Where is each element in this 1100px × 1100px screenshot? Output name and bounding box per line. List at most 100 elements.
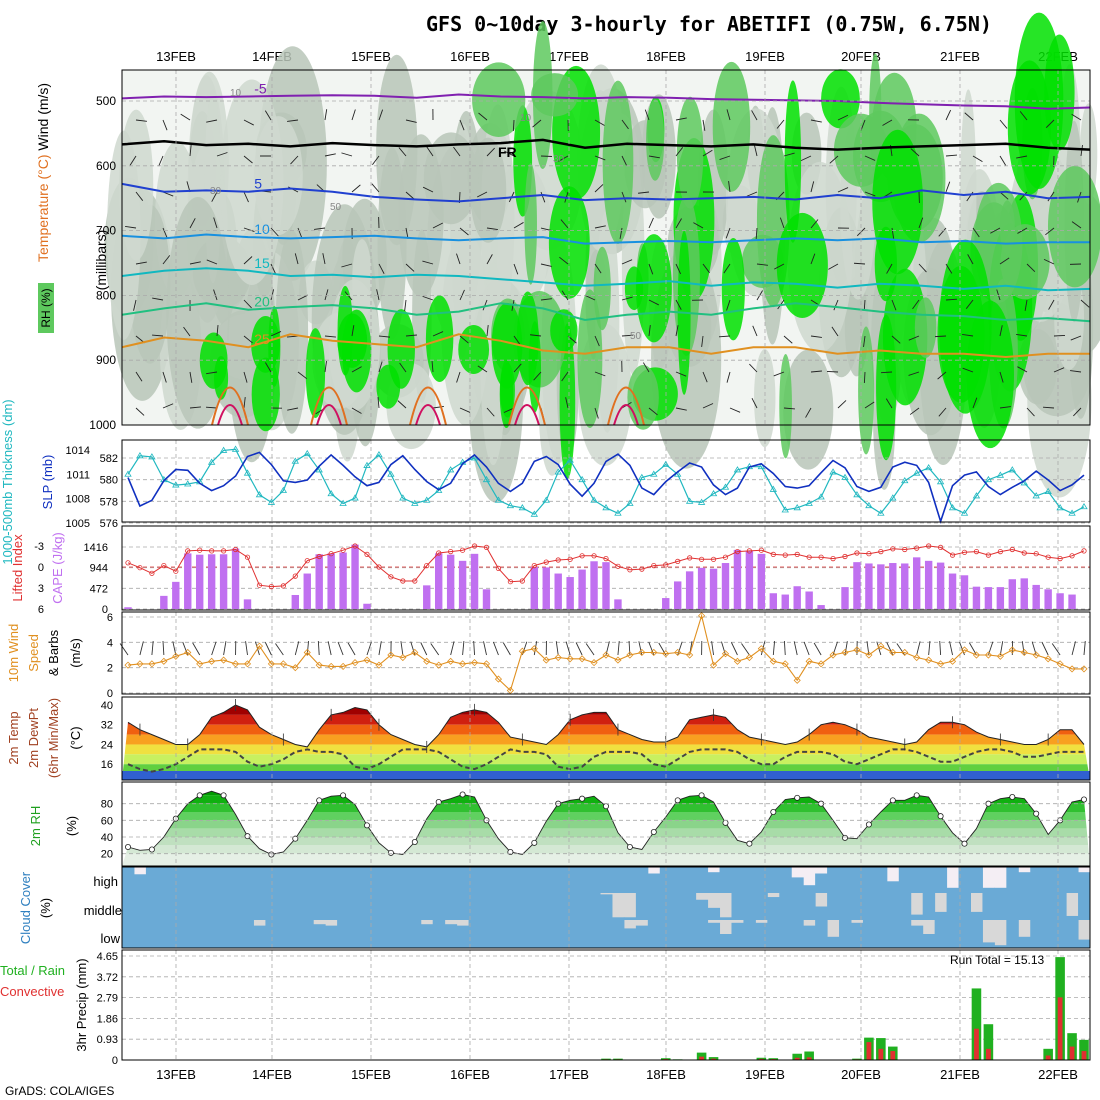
precip-convective-bar <box>986 1048 991 1060</box>
thickness-marker <box>363 461 371 468</box>
wind10-barb <box>430 643 440 656</box>
wind10-barb <box>575 642 583 656</box>
cloud-bar-low <box>623 928 637 948</box>
cloud-bar-middle <box>683 893 697 920</box>
li-ytick-6: 6 <box>38 604 44 616</box>
wind-barb <box>189 261 201 265</box>
cloud-bar-low <box>181 920 195 948</box>
wind10-marker <box>709 661 718 669</box>
wind10-marker <box>817 660 825 668</box>
li-marker <box>328 551 334 557</box>
cloud-bar-high <box>420 867 434 893</box>
cloud-bar-high <box>743 867 756 893</box>
wind-barb <box>746 191 758 197</box>
thickness-marker <box>267 498 276 505</box>
wind-barb <box>675 147 684 157</box>
cape-bar <box>172 581 180 609</box>
cloud-bar-low <box>671 920 685 948</box>
wind-barb <box>216 325 219 337</box>
wind10-barb <box>760 641 766 656</box>
cloud-bar-middle <box>874 893 888 920</box>
cloud-bar-low <box>552 920 565 948</box>
cloud-bar-low <box>683 920 697 948</box>
wind-barb <box>756 263 768 266</box>
rh2m-marker <box>459 791 466 798</box>
rh2m-marker <box>842 834 849 841</box>
wind-barb <box>243 191 249 203</box>
cape-bar <box>793 586 801 609</box>
cloud-bar-middle <box>994 893 1007 920</box>
wind-barb <box>837 187 849 193</box>
wind-barb <box>243 299 252 309</box>
cloud-bar-low <box>325 925 338 948</box>
cloud-bar-low <box>922 934 936 948</box>
li-marker <box>1081 548 1087 554</box>
thickness-marker <box>817 493 825 500</box>
li-marker <box>519 578 525 584</box>
cape-bar <box>231 548 240 609</box>
temp-ytick-32: 32 <box>101 720 113 732</box>
cloud-bar-low <box>803 925 816 948</box>
wind-barb <box>456 371 461 383</box>
wind10-barb <box>658 642 667 656</box>
cloud-bar-low <box>755 922 768 948</box>
wind10-barb <box>172 641 177 656</box>
thickness-marker <box>207 458 216 465</box>
wind10-barb <box>1071 641 1076 656</box>
wind10-marker <box>853 646 861 654</box>
cloud-bar-low <box>1066 920 1079 948</box>
wind10-marker <box>889 648 897 657</box>
rh-band-fill <box>122 791 1090 796</box>
precip-total-bar <box>1043 1048 1053 1060</box>
li-marker <box>1057 555 1063 562</box>
cape-bar <box>458 560 467 609</box>
slp-ytick-1008: 1008 <box>66 494 90 506</box>
wind-barb <box>751 110 758 121</box>
wind-barb <box>1042 406 1055 409</box>
cape-ytick-1416: 1416 <box>84 542 108 554</box>
thickness-marker <box>1044 487 1052 494</box>
cloud-bar-middle <box>516 893 529 920</box>
cloud-bar-low <box>647 920 661 948</box>
cloud-bar-middle <box>803 893 816 920</box>
li-marker <box>890 546 896 552</box>
thickness-marker <box>626 499 634 506</box>
cloud-bar-middle <box>767 897 780 920</box>
wind-barb <box>486 325 489 337</box>
cloud-bar-high <box>181 867 195 893</box>
wind-barb <box>378 335 390 338</box>
wind-barb <box>486 407 495 417</box>
cloud-bar-high <box>169 867 183 893</box>
li-marker <box>842 553 848 560</box>
cape-bar <box>578 569 586 609</box>
wind-barb <box>1070 335 1082 341</box>
wind-barb <box>399 362 407 373</box>
wind10-barb <box>1051 643 1061 656</box>
cloud-bar-high <box>384 867 398 893</box>
cloud-bar-middle <box>456 893 470 920</box>
cape-bar <box>1056 593 1064 609</box>
isotherm-label-25: 25 <box>254 331 270 347</box>
cape-bar <box>291 594 300 609</box>
rh2m-marker <box>722 819 729 826</box>
isotherm-30-core <box>508 386 546 426</box>
li-marker <box>1033 551 1039 557</box>
wind-barb <box>1043 258 1055 265</box>
wind-barb <box>999 371 1004 383</box>
wind-barb <box>938 227 947 237</box>
thickness-marker <box>889 494 897 501</box>
wind-barb <box>996 289 1001 301</box>
cape-bar <box>685 571 694 609</box>
cloud-bar-middle <box>540 893 553 920</box>
rh-moist-cell <box>1044 34 1075 151</box>
wind-barb <box>648 325 651 337</box>
wind-ytick-2: 2 <box>107 663 113 675</box>
cloud-bar-high <box>337 867 350 893</box>
rh-ytick-60: 60 <box>101 815 113 827</box>
wind-barb <box>565 397 569 409</box>
wind-barb <box>776 119 785 129</box>
wind10-marker <box>231 660 240 668</box>
cape-panel-frame <box>121 525 1091 611</box>
rh2m-marker <box>579 795 586 802</box>
wind10-marker <box>459 660 467 668</box>
